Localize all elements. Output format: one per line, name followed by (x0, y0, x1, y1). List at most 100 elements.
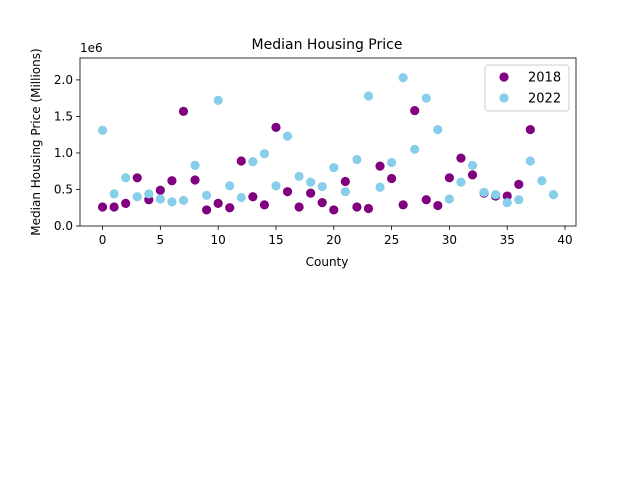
legend-marker-2018 (499, 72, 509, 82)
point-2022-31 (456, 177, 466, 187)
point-2022-23 (363, 91, 374, 101)
point-2018-29 (433, 200, 443, 211)
point-2022-17 (294, 171, 304, 181)
point-2022-2 (121, 173, 131, 183)
legend: 2018 2022 (484, 64, 570, 112)
point-2018-19 (317, 198, 327, 208)
point-2022-1 (109, 189, 119, 199)
point-2022-28 (421, 93, 431, 103)
chart-title: Median Housing Price (252, 37, 403, 53)
point-2022-38 (537, 176, 547, 186)
point-2018-35 (502, 191, 512, 201)
point-2022-19 (317, 181, 327, 192)
point-2018-15 (271, 122, 281, 132)
point-2018-11 (225, 203, 235, 213)
point-2022-30 (444, 194, 454, 204)
point-2018-31 (456, 153, 466, 163)
point-2022-11 (225, 181, 235, 191)
point-2018-13 (248, 192, 258, 202)
point-2022-8 (190, 160, 200, 170)
x-tick-label: 0 (99, 233, 107, 247)
point-2022-24 (375, 182, 385, 192)
point-2022-33 (479, 187, 489, 197)
point-2018-16 (282, 187, 293, 197)
point-2022-12 (236, 192, 246, 203)
point-2022-34 (491, 189, 501, 200)
y-axis-label: Median Housing Price (Millions) (29, 48, 43, 235)
point-2022-37 (525, 156, 535, 166)
x-tick-label: 25 (384, 233, 399, 247)
point-2018-28 (421, 195, 431, 205)
point-2018-10 (213, 198, 223, 208)
point-2022-13 (248, 157, 258, 167)
x-tick-label: 40 (557, 233, 572, 247)
y-tick-label: 2.0 (54, 73, 73, 87)
point-2022-6 (167, 197, 177, 207)
x-axis-label: County (306, 255, 349, 269)
y-tick-label: 0.5 (54, 182, 73, 196)
point-2018-14 (259, 200, 270, 210)
point-2018-25 (386, 173, 397, 184)
point-2018-23 (363, 203, 374, 214)
legend-marker-2022 (499, 93, 509, 103)
point-2022-4 (144, 189, 154, 199)
point-2022-32 (467, 160, 478, 170)
point-2018-7 (178, 106, 189, 116)
y-tick-label: 0.0 (54, 219, 73, 233)
point-2018-0 (97, 202, 108, 212)
point-2022-20 (329, 162, 339, 173)
point-2018-17 (294, 202, 304, 212)
point-2022-36 (514, 195, 524, 205)
x-tick-label: 30 (442, 233, 457, 247)
point-2018-22 (352, 202, 362, 212)
point-2018-5 (155, 185, 165, 195)
point-2022-22 (352, 154, 362, 165)
point-2022-5 (155, 194, 165, 204)
point-2018-20 (329, 205, 339, 215)
point-2022-35 (502, 198, 512, 208)
point-2018-26 (398, 200, 408, 210)
point-2022-9 (202, 190, 212, 200)
legend-label-2022: 2022 (528, 92, 561, 107)
point-2022-39 (548, 189, 559, 200)
point-2018-36 (514, 179, 524, 189)
x-tick-label: 20 (326, 233, 341, 247)
point-2022-25 (386, 157, 397, 168)
point-2018-21 (340, 176, 350, 187)
point-2018-30 (444, 173, 454, 183)
point-2018-37 (525, 124, 535, 135)
y-tick-label: 1.0 (54, 146, 73, 160)
point-2018-8 (190, 175, 200, 185)
point-2018-32 (467, 170, 478, 180)
point-2018-12 (236, 156, 246, 166)
point-2022-14 (259, 149, 270, 159)
point-2022-7 (178, 195, 189, 206)
point-2022-3 (132, 192, 142, 202)
point-2022-15 (271, 181, 281, 191)
point-2018-9 (202, 205, 212, 215)
point-2018-6 (167, 176, 177, 186)
point-2022-26 (398, 73, 408, 83)
point-2022-0 (97, 125, 108, 135)
point-2018-1 (109, 202, 119, 212)
point-2018-2 (121, 198, 131, 208)
y-offset-label: 1e6 (80, 41, 103, 55)
x-tick-label: 15 (268, 233, 283, 247)
point-2018-27 (410, 105, 420, 116)
legend-label-2018: 2018 (528, 71, 561, 86)
x-tick-label: 10 (211, 233, 226, 247)
point-2018-18 (306, 188, 316, 198)
point-2022-18 (306, 177, 316, 187)
point-2018-3 (132, 173, 142, 183)
plot-frame (79, 57, 577, 227)
point-2022-10 (213, 95, 223, 105)
point-2022-16 (282, 131, 293, 141)
x-tick-label: 35 (500, 233, 515, 247)
y-tick-label: 1.5 (54, 109, 73, 123)
point-2018-24 (375, 161, 385, 171)
point-2022-27 (410, 144, 420, 154)
point-2022-29 (433, 124, 443, 135)
point-2022-21 (340, 187, 350, 197)
